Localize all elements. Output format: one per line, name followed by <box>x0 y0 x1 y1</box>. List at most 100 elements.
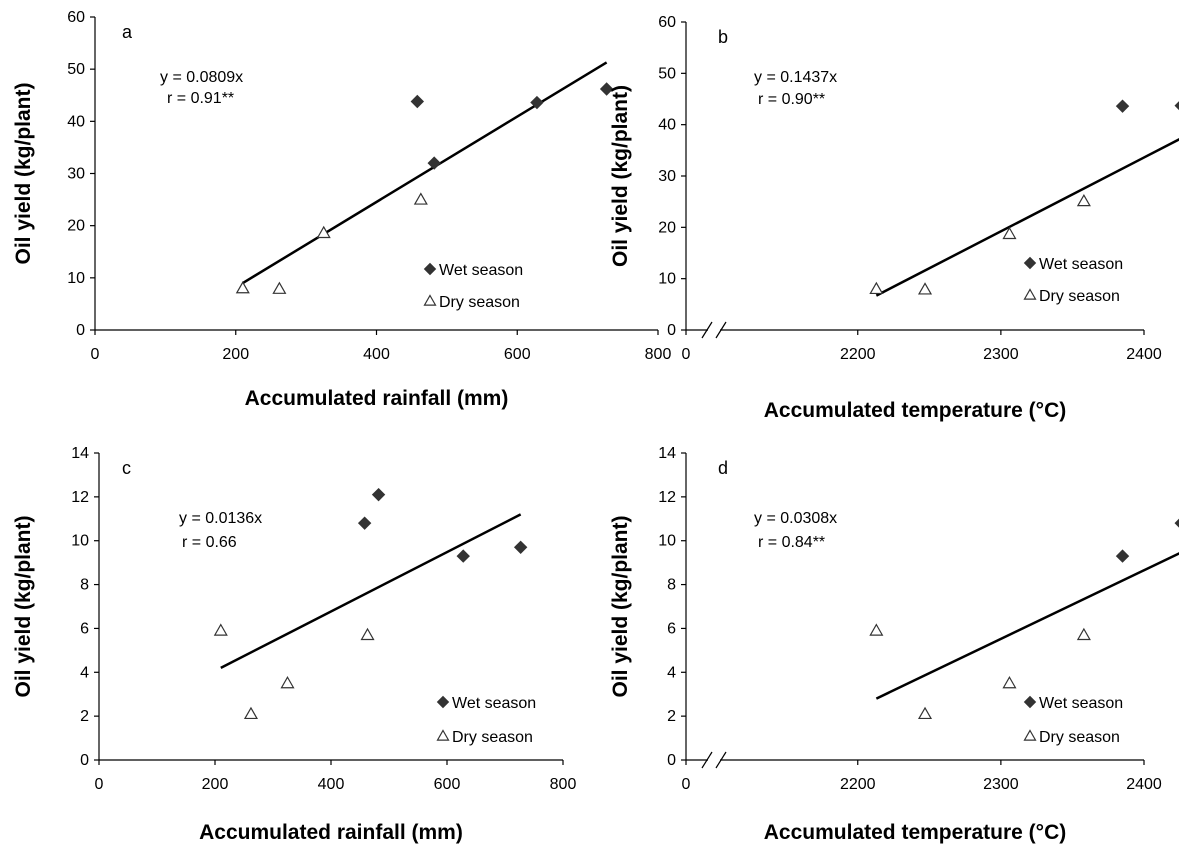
y-tick-label: 0 <box>667 322 676 339</box>
y-tick-label: 12 <box>658 489 676 506</box>
regression-equation: y = 0.0809x <box>160 69 243 86</box>
panel-c: 0 2 4 6 8 10 12 14 0 200 400 600 800 Accumulated rain… <box>12 445 576 844</box>
legend-label-dry-season: Dry season <box>1039 288 1120 305</box>
y-tick-label: 60 <box>67 9 85 26</box>
y-tick-label: 0 <box>667 752 676 769</box>
x-axis-title: Accumulated rainfall (mm) <box>245 387 509 410</box>
data-point-dry-season <box>243 706 258 720</box>
x-tick-label: 800 <box>550 776 577 793</box>
legend-label-wet-season: Wet season <box>452 695 536 712</box>
y-tick-label: 0 <box>76 322 85 339</box>
y-tick-label: 50 <box>67 61 85 78</box>
data-point-wet-season <box>410 94 425 109</box>
y-tick-label: 40 <box>658 117 676 134</box>
regression-equation: y = 0.0136x <box>179 510 262 527</box>
x-tick-label: 200 <box>222 346 249 363</box>
y-tick-label: 30 <box>67 166 85 183</box>
y-tick-label: 20 <box>658 219 676 236</box>
correlation-coefficient: r = 0.66 <box>182 534 237 551</box>
data-point-dry-season <box>413 192 428 205</box>
x-axis-title: Accumulated rainfall (mm) <box>199 821 463 844</box>
correlation-coefficient: r = 0.84** <box>758 534 825 551</box>
legend-label-wet-season: Wet season <box>1039 695 1123 712</box>
legend-marker-dry-season <box>436 729 450 741</box>
legend-marker-dry-season <box>1023 288 1037 300</box>
data-point-dry-season <box>1002 226 1017 240</box>
panel-label: d <box>718 458 728 478</box>
data-point-dry-season <box>316 225 331 239</box>
x-tick-label: 2300 <box>983 776 1019 793</box>
x-tick-label: 200 <box>202 776 229 793</box>
trendline <box>875 552 1179 700</box>
y-tick-label: 4 <box>667 664 676 681</box>
y-axis-title: Oil yield (kg/plant) <box>609 515 632 697</box>
legend-label-wet-season: Wet season <box>439 262 523 279</box>
y-tick-label: 10 <box>67 270 85 287</box>
trendline <box>220 513 522 670</box>
panel-d: 0246810121402200230024002500Accumulated … <box>609 445 1179 844</box>
y-tick-label: 10 <box>658 271 676 288</box>
x-tick-label: 2300 <box>983 346 1019 363</box>
y-tick-label: 30 <box>658 168 676 185</box>
trendline <box>875 138 1179 297</box>
panel-label: a <box>122 22 133 42</box>
data-point-dry-season <box>235 281 250 294</box>
axis-break-mark <box>701 751 713 769</box>
regression-equation: y = 0.0308x <box>754 510 837 527</box>
data-point-wet-season <box>513 540 528 554</box>
legend-label-dry-season: Dry season <box>439 294 520 311</box>
y-tick-label: 60 <box>658 14 676 31</box>
legend-label-dry-season: Dry season <box>1039 729 1120 746</box>
trendline <box>242 61 608 285</box>
axis-break-mark <box>715 751 727 769</box>
correlation-coefficient: r = 0.90** <box>758 91 825 108</box>
data-point-dry-season <box>1076 627 1091 641</box>
y-axis-title: Oil yield (kg/plant) <box>609 85 632 267</box>
y-axis-title: Oil yield (kg/plant) <box>12 82 35 264</box>
panel-b: 010203040506002200230024002500Accumulate… <box>609 14 1179 422</box>
x-tick-label: 0 <box>682 346 691 363</box>
y-tick-label: 14 <box>71 445 89 462</box>
legend-marker-dry-season <box>423 294 437 306</box>
y-tick-label: 2 <box>80 708 89 725</box>
data-point-wet-season <box>427 156 441 170</box>
y-tick-label: 10 <box>71 533 89 550</box>
x-tick-label: 2200 <box>840 346 876 363</box>
y-tick-label: 40 <box>67 113 85 130</box>
panel-label: c <box>122 458 131 478</box>
data-point-wet-season <box>371 487 386 502</box>
x-tick-label: 600 <box>504 346 531 363</box>
data-point-wet-season <box>599 82 614 96</box>
axis-break-mark <box>715 321 727 339</box>
x-tick-label: 2400 <box>1126 346 1162 363</box>
x-tick-label: 600 <box>434 776 461 793</box>
data-point-wet-season <box>1115 549 1130 563</box>
data-point-dry-season <box>869 623 884 636</box>
x-tick-label: 400 <box>363 346 390 363</box>
data-point-dry-season <box>213 623 228 636</box>
x-tick-label: 400 <box>318 776 345 793</box>
y-tick-label: 8 <box>80 577 89 594</box>
panel-label: b <box>718 27 728 47</box>
correlation-coefficient: r = 0.91** <box>167 90 234 107</box>
legend-label-dry-season: Dry season <box>452 729 533 746</box>
y-axis-title: Oil yield (kg/plant) <box>12 515 35 697</box>
y-tick-label: 8 <box>667 577 676 594</box>
data-point-wet-season <box>1115 99 1130 113</box>
x-tick-label: 0 <box>91 346 100 363</box>
data-point-dry-season <box>869 281 884 295</box>
y-tick-label: 6 <box>80 620 89 637</box>
data-point-dry-season <box>917 282 933 295</box>
legend-marker-wet-season <box>1023 695 1037 709</box>
data-point-dry-season <box>360 627 375 641</box>
legend-marker-wet-season <box>423 262 437 276</box>
y-tick-label: 10 <box>658 533 676 550</box>
legend-marker-dry-season <box>1023 729 1037 741</box>
legend-label-wet-season: Wet season <box>1039 256 1123 273</box>
legend-marker-wet-season <box>436 695 450 709</box>
data-point-wet-season <box>357 516 372 530</box>
data-point-wet-season <box>530 95 544 110</box>
